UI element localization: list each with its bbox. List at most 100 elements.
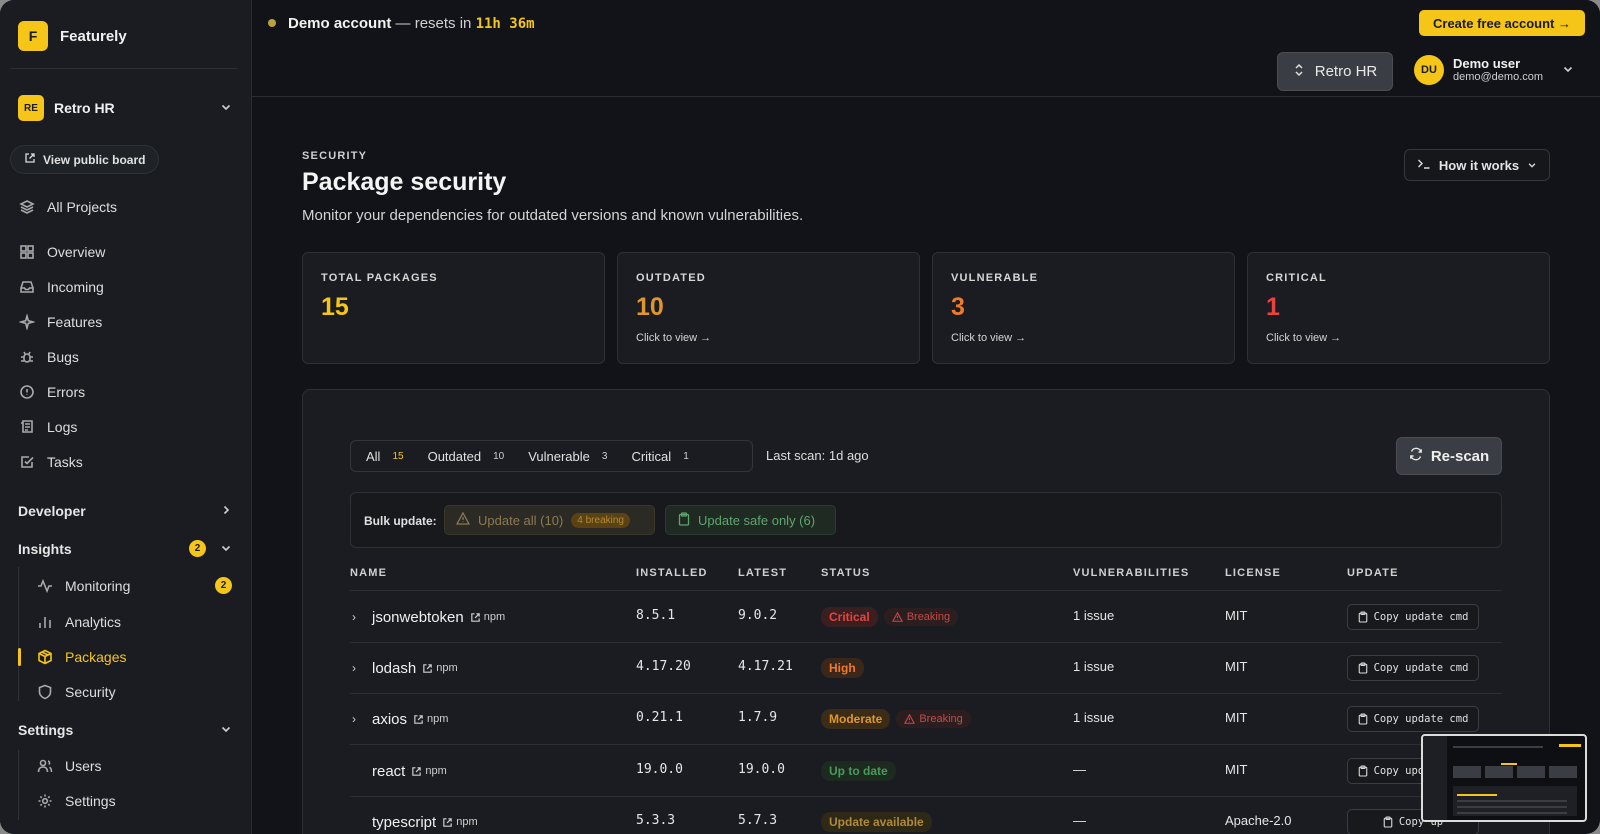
alert-circle-icon [18,383,35,400]
user-menu[interactable]: DU Demo user demo@demo.com [1414,55,1574,85]
project-switch-button[interactable]: Retro HR [1277,52,1393,91]
vulnerabilities-count: 1 issue [1073,659,1115,674]
chevron-right-icon[interactable]: › [352,712,356,726]
page-subtitle: Monitor your dependencies for outdated v… [302,207,804,224]
npm-link[interactable]: npm [411,765,447,777]
users-icon [36,757,53,774]
brand[interactable]: F Featurely [18,21,127,51]
stat-cta[interactable]: Click to view → [636,332,712,344]
stat-card-vulnerable[interactable]: VULNERABLE 3 Click to view → [932,252,1235,364]
stat-label: VULNERABLE [951,272,1039,284]
nav-analytics[interactable]: Analytics [36,613,232,630]
shield-icon [36,683,53,700]
npm-link[interactable]: npm [422,662,458,674]
chevron-down-icon [220,101,232,116]
package-cell: › lodash npm [352,657,458,679]
tab-critical[interactable]: Critical 1 [631,449,688,464]
nav-overview[interactable]: Overview [18,243,105,260]
thumbnail-line [1453,746,1543,748]
stat-cta[interactable]: Click to view → [951,332,1027,344]
external-link-icon [24,152,36,167]
demo-separator: — resets in [391,15,476,32]
npm-label: npm [425,765,447,777]
project-switcher[interactable]: RE Retro HR [18,95,232,121]
stat-label: CRITICAL [1266,272,1327,284]
last-scan-text: Last scan: 1d ago [766,448,869,463]
column-header-name[interactable]: NAME [350,567,388,579]
nav-users[interactable]: Users [36,757,232,774]
column-header-vulnerabilities[interactable]: VULNERABILITIES [1073,567,1190,579]
screen-preview-thumbnail[interactable] [1421,734,1587,822]
installed-version: 5.3.3 [636,813,676,828]
stat-cta[interactable]: Click to view → [1266,332,1342,344]
demo-status-dot [268,19,276,27]
nav-features[interactable]: Features [18,313,102,330]
nav-incoming-label: Incoming [47,278,104,295]
vulnerabilities-count: 1 issue [1073,608,1115,623]
npm-label: npm [436,662,458,674]
thumbnail-card [1517,766,1545,778]
tab-vulnerable[interactable]: Vulnerable 3 [528,449,607,464]
chevron-right-icon[interactable]: › [352,610,356,624]
activity-icon [36,577,53,594]
brand-logo: F [18,21,48,51]
tab-outdated[interactable]: Outdated 10 [428,449,505,464]
npm-link[interactable]: npm [470,611,505,623]
package-name: react [372,762,406,780]
thumbnail-sidebar [1423,736,1447,820]
latest-version: 4.17.21 [738,659,793,674]
nav-settings[interactable]: Settings [36,792,232,809]
project-logo: RE [18,95,44,121]
column-header-status[interactable]: STATUS [821,567,871,579]
nav-security[interactable]: Security [36,683,232,700]
license: MIT [1225,710,1248,725]
tab-all[interactable]: All 15 [366,449,404,464]
column-header-installed[interactable]: INSTALLED [636,567,708,579]
npm-link[interactable]: npm [442,816,478,828]
view-public-board-button[interactable]: View public board [10,145,160,174]
update-all-button[interactable]: Update all (10) 4 breaking [444,505,655,535]
create-free-account-button[interactable]: Create free account → [1419,10,1585,36]
nav-logs[interactable]: Logs [18,418,77,435]
thumbnail-line [1457,806,1567,808]
how-it-works-button[interactable]: How it works [1404,149,1550,181]
nav-incoming[interactable]: Incoming [18,278,104,295]
update-safe-button[interactable]: Update safe only (6) [665,505,836,535]
vulnerabilities-count: 1 issue [1073,710,1115,725]
nav-monitoring[interactable]: Monitoring 2 [36,577,232,594]
installed-version: 0.21.1 [636,710,683,725]
rescan-button[interactable]: Re-scan [1396,437,1502,475]
nav-features-label: Features [47,313,103,330]
page-eyebrow: SECURITY [302,150,368,162]
stat-card-critical[interactable]: CRITICAL 1 Click to view → [1247,252,1550,364]
stat-value: 3 [951,293,965,321]
column-header-license[interactable]: LICENSE [1225,567,1282,579]
column-header-latest[interactable]: LATEST [738,567,788,579]
npm-label: npm [427,713,449,725]
chevron-down-icon [1562,63,1574,78]
section-developer[interactable]: Developer [18,503,232,519]
nav-packages[interactable]: Packages [36,648,232,665]
status-cell: High [821,657,864,679]
installed-version: 8.5.1 [636,608,676,623]
nav-errors[interactable]: Errors [18,383,85,400]
section-insights[interactable]: Insights 2 [18,540,232,557]
copy-update-cmd-button[interactable]: Copy update cmd [1347,604,1479,630]
copy-update-cmd-button[interactable]: Copy update cmd [1347,706,1479,732]
nav-bugs[interactable]: Bugs [18,348,79,365]
installed-version: 19.0.0 [636,762,683,777]
checkbox-icon [18,453,35,470]
rescan-label: Re-scan [1430,447,1490,465]
chevron-right-icon[interactable]: › [352,661,356,675]
nav-all-projects-label: All Projects [47,198,118,215]
nav-tasks[interactable]: Tasks [18,453,83,470]
stat-card-outdated[interactable]: OUTDATED 10 Click to view → [617,252,920,364]
insights-count-badge: 2 [189,540,206,557]
npm-link[interactable]: npm [413,713,448,725]
thumbnail-accent [1457,794,1497,796]
row-divider [350,642,1502,643]
nav-all-projects[interactable]: All Projects [18,198,117,215]
copy-update-cmd-button[interactable]: Copy update cmd [1347,655,1479,681]
insights-tree-line [18,567,19,701]
section-settings[interactable]: Settings [18,722,232,738]
